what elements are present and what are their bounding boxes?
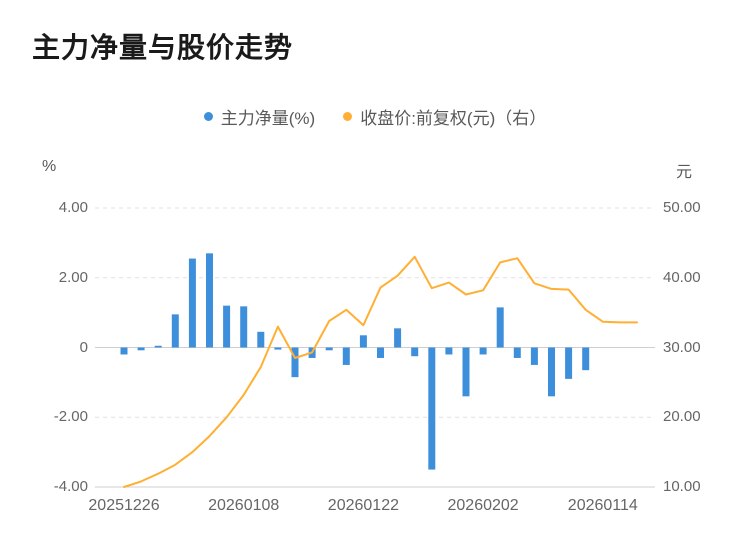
- net-volume-bar: [240, 306, 248, 348]
- net-volume-bar: [223, 305, 231, 348]
- net-volume-bar: [530, 347, 538, 365]
- net-volume-bar: [137, 347, 145, 351]
- x-axis-tick-label: 20260108: [208, 497, 280, 514]
- left-axis-tick-label: 0: [79, 338, 88, 356]
- right-axis-tick-label: 50.00: [663, 199, 701, 216]
- net-volume-bar: [513, 347, 521, 358]
- left-axis-tick-label: -2.00: [53, 408, 88, 426]
- right-axis-tick-label: 40.00: [663, 268, 701, 286]
- x-axis-tick-label: 20260122: [327, 497, 399, 514]
- net-volume-bar: [120, 347, 128, 355]
- net-volume-bar: [274, 347, 282, 350]
- net-volume-bar: [496, 307, 504, 348]
- net-volume-bar: [359, 335, 367, 348]
- x-axis-tick-label: 20260202: [447, 497, 519, 514]
- net-volume-bar: [171, 314, 179, 348]
- left-axis-unit: %: [42, 158, 57, 175]
- net-volume-bar: [394, 328, 402, 348]
- net-volume-bar: [291, 347, 299, 378]
- net-volume-bar: [188, 258, 196, 348]
- net-volume-bar: [377, 347, 384, 358]
- net-volume-bar: [342, 347, 350, 365]
- left-axis-tick-label: 2.00: [58, 268, 88, 286]
- legend-item-0[interactable]: 主力净量(%): [203, 104, 316, 129]
- net-volume-bar: [428, 347, 436, 470]
- x-axis-tick-label: 20260114: [567, 497, 638, 514]
- left-axis-tick-label: 4.00: [58, 199, 88, 216]
- close-price-line: [123, 255, 638, 488]
- net-volume-bar: [548, 347, 555, 397]
- x-axis-tick-label: 20251226: [88, 497, 160, 514]
- net-volume-bar: [462, 347, 470, 397]
- legend-label: 收盘价:前复权(元)（右）: [360, 109, 547, 128]
- right-axis-tick-label: 10.00: [663, 478, 701, 495]
- chart-title: 主力净量与股价走势: [32, 32, 294, 63]
- net-volume-bar: [445, 347, 453, 355]
- net-volume-bar: [257, 331, 265, 348]
- net-volume-bar: [154, 345, 162, 348]
- legend-dot-icon: [203, 112, 213, 121]
- legend-label: 主力净量(%): [220, 109, 316, 128]
- legend-dot-icon: [343, 112, 353, 121]
- net-volume-bar: [582, 347, 590, 371]
- left-axis-tick-label: -4.00: [53, 478, 88, 495]
- net-volume-bar: [565, 347, 573, 379]
- right-axis-tick-label: 20.00: [663, 408, 701, 426]
- net-volume-bar: [206, 253, 213, 348]
- net-volume-bar: [325, 347, 333, 351]
- net-volume-bar: [411, 347, 419, 357]
- right-axis-unit: 元: [676, 164, 693, 181]
- legend-item-1[interactable]: 收盘价:前复权(元)（右）: [343, 104, 546, 129]
- net-volume-bar: [479, 347, 487, 355]
- right-axis-tick-label: 30.00: [663, 338, 701, 356]
- legend: 主力净量(%) 收盘价:前复权(元)（右）: [0, 104, 750, 129]
